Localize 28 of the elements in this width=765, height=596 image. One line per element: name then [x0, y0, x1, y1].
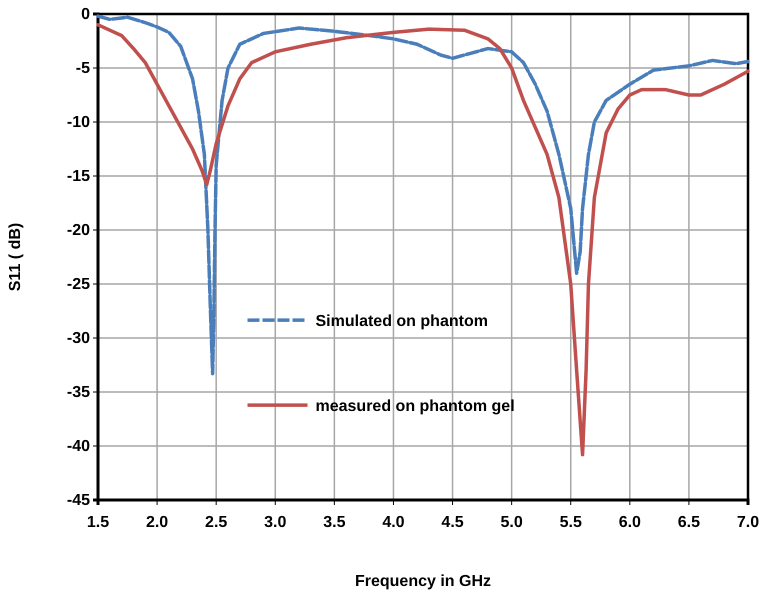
- y-tick-label: -35: [66, 384, 90, 402]
- y-tick-label: -30: [66, 330, 90, 348]
- x-axis-title: Frequency in GHz: [354, 573, 492, 590]
- x-tick-label: 6.5: [678, 514, 700, 532]
- y-axis-title: S11 ( dB): [7, 222, 24, 292]
- y-tick-label: -5: [76, 60, 90, 78]
- y-tick-label: -20: [66, 222, 90, 240]
- y-tick-label: -25: [66, 276, 90, 294]
- x-tick-label: 2.0: [146, 514, 168, 532]
- line-series: [96, 23, 750, 456]
- legend-label: Simulated on phantom: [316, 312, 488, 330]
- x-tick-label: 6.0: [618, 514, 642, 532]
- x-tick-label: 2.5: [205, 514, 228, 532]
- y-tick-label: 0: [81, 6, 90, 24]
- x-tick-label: 3.5: [323, 514, 346, 532]
- x-tick-label: 5.5: [560, 514, 582, 532]
- y-tick-label: -40: [66, 438, 90, 456]
- x-tick-label: 3.0: [264, 514, 286, 532]
- y-tick-label: -10: [66, 114, 90, 132]
- line-series: [96, 14, 750, 376]
- legend-label: measured on phantom gel: [316, 398, 515, 415]
- x-tick-label: 5.0: [500, 514, 523, 532]
- y-tick-label: -15: [66, 168, 90, 186]
- x-tick-label: 1.5: [86, 514, 110, 532]
- y-tick-label: -45: [66, 492, 90, 510]
- x-tick-label: 4.0: [382, 514, 405, 532]
- x-tick-label: 7.0: [736, 514, 760, 532]
- x-tick-label: 4.5: [441, 514, 464, 532]
